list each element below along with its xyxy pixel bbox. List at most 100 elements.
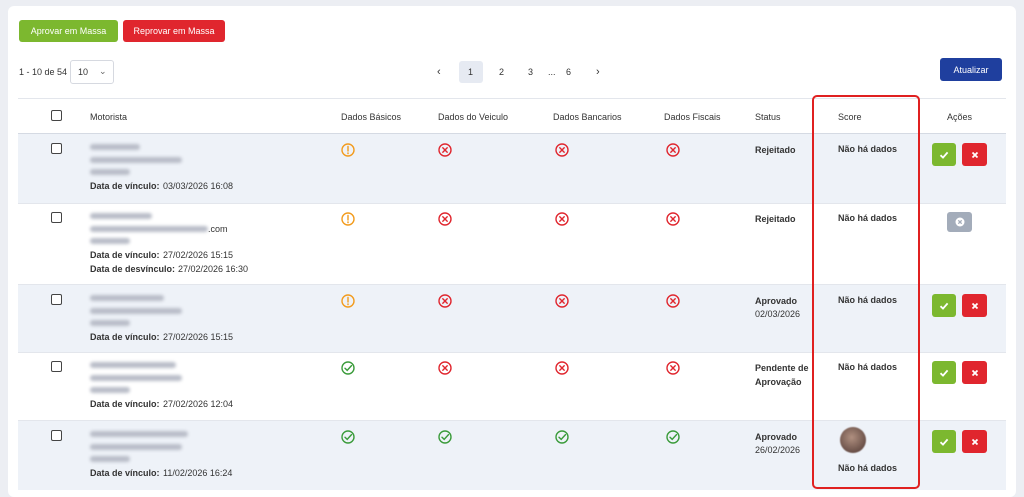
icon	[666, 430, 680, 444]
redacted-email	[90, 375, 182, 381]
score: Não há dados	[838, 213, 898, 223]
row-line	[18, 352, 1006, 353]
status-icon-ok	[341, 430, 355, 444]
reject-button[interactable]	[962, 143, 987, 166]
row-line	[18, 203, 1006, 204]
status: Rejeitado	[755, 214, 796, 224]
row-line	[18, 420, 1006, 421]
redacted-phone	[90, 320, 130, 326]
row-checkbox[interactable]	[51, 361, 62, 372]
row-bg	[18, 285, 1006, 352]
icon	[939, 302, 949, 310]
redacted-email	[90, 444, 182, 450]
score: Não há dados	[838, 295, 898, 305]
row-checkbox[interactable]	[51, 430, 62, 441]
column-header: Motorista	[90, 112, 128, 122]
row-checkbox[interactable]	[51, 294, 62, 305]
date-label: Data de vínculo:	[90, 332, 160, 342]
date-value: 11/02/2026 16:24	[163, 468, 233, 478]
column-header: Ações	[947, 112, 973, 122]
column-header: Score	[838, 112, 862, 122]
icon	[955, 217, 964, 227]
range-label: 1 - 10 de 54	[19, 67, 68, 77]
score: Não há dados	[838, 144, 898, 154]
status: Pendente de Aprovação	[755, 363, 809, 387]
redacted-phone	[90, 169, 130, 175]
icon	[666, 294, 680, 308]
status-icon-ok	[555, 430, 569, 444]
status-icon-error	[438, 143, 452, 157]
date-label: Data de vínculo:	[90, 181, 160, 191]
approve-all-button[interactable]: Aprovar em Massa	[19, 20, 118, 42]
reject-button[interactable]	[962, 430, 987, 453]
redacted-name	[90, 362, 176, 368]
row-checkbox[interactable]	[51, 212, 62, 223]
icon	[555, 143, 569, 157]
status: Aprovado	[755, 296, 798, 306]
redacted-phone	[90, 387, 130, 393]
card	[8, 6, 1016, 497]
icon	[341, 212, 355, 226]
reject-all-button[interactable]: Reprovar em Massa	[123, 20, 225, 42]
highlight-box	[812, 95, 920, 489]
row-checkbox[interactable]	[51, 143, 62, 154]
status-icon-error	[555, 294, 569, 308]
status: Rejeitado	[755, 145, 796, 155]
approve-button[interactable]	[932, 143, 956, 166]
icon	[971, 302, 978, 309]
score: Não há dados	[838, 463, 898, 473]
reject-button[interactable]	[962, 361, 987, 384]
status-icon-error	[666, 212, 680, 226]
icon	[438, 143, 452, 157]
header-line	[18, 133, 1006, 134]
page-link[interactable]: ...	[548, 67, 556, 77]
approve-button[interactable]	[932, 430, 956, 453]
prev-page[interactable]: ‹	[437, 66, 441, 78]
icon	[939, 151, 949, 159]
approve-button[interactable]	[932, 294, 956, 317]
date-label: Data de desvínculo:	[90, 264, 176, 274]
status-icon-error	[666, 361, 680, 375]
refresh-button[interactable]: Atualizar	[940, 58, 1002, 81]
icon	[666, 212, 680, 226]
icon	[555, 430, 569, 444]
redacted-name	[90, 295, 164, 301]
page-link[interactable]: 3	[528, 67, 534, 77]
icon	[555, 294, 569, 308]
status-date: 26/02/2026	[755, 445, 801, 455]
reject-button[interactable]	[962, 294, 987, 317]
status-icon-ok	[666, 430, 680, 444]
status-icon-error	[438, 361, 452, 375]
icon	[438, 361, 452, 375]
redacted-email	[90, 226, 208, 232]
icon	[971, 369, 978, 376]
button-label: Atualizar	[953, 64, 989, 75]
column-header: Dados Básicos	[341, 112, 402, 122]
date-value: 27/02/2026 15:15	[163, 250, 234, 260]
page-link[interactable]: 6	[566, 67, 572, 77]
select-all-checkbox[interactable]	[51, 110, 62, 121]
column-header: Dados do Veiculo	[438, 112, 509, 122]
column-header: Dados Fiscais	[664, 112, 721, 122]
icon	[666, 143, 680, 157]
status-icon-error	[666, 294, 680, 308]
approve-button[interactable]	[932, 361, 956, 384]
status-date: 02/03/2026	[755, 309, 801, 319]
icon	[341, 143, 355, 157]
page-active-bg	[459, 61, 483, 83]
status: Aprovado	[755, 432, 798, 442]
status-icon-ok	[341, 361, 355, 375]
page-size-select[interactable]: 10 ⌄	[70, 60, 114, 84]
next-page[interactable]: ›	[596, 66, 600, 78]
button-label: Reprovar em Massa	[133, 26, 215, 36]
chevron: ⌄	[99, 66, 107, 76]
icon	[341, 361, 355, 375]
score: Não há dados	[838, 362, 898, 372]
icon	[438, 212, 452, 226]
date-label: Data de vínculo:	[90, 250, 160, 260]
icon	[341, 430, 355, 444]
icon	[341, 294, 355, 308]
page-link[interactable]: 1	[468, 67, 474, 77]
page-link[interactable]: 2	[499, 67, 505, 77]
